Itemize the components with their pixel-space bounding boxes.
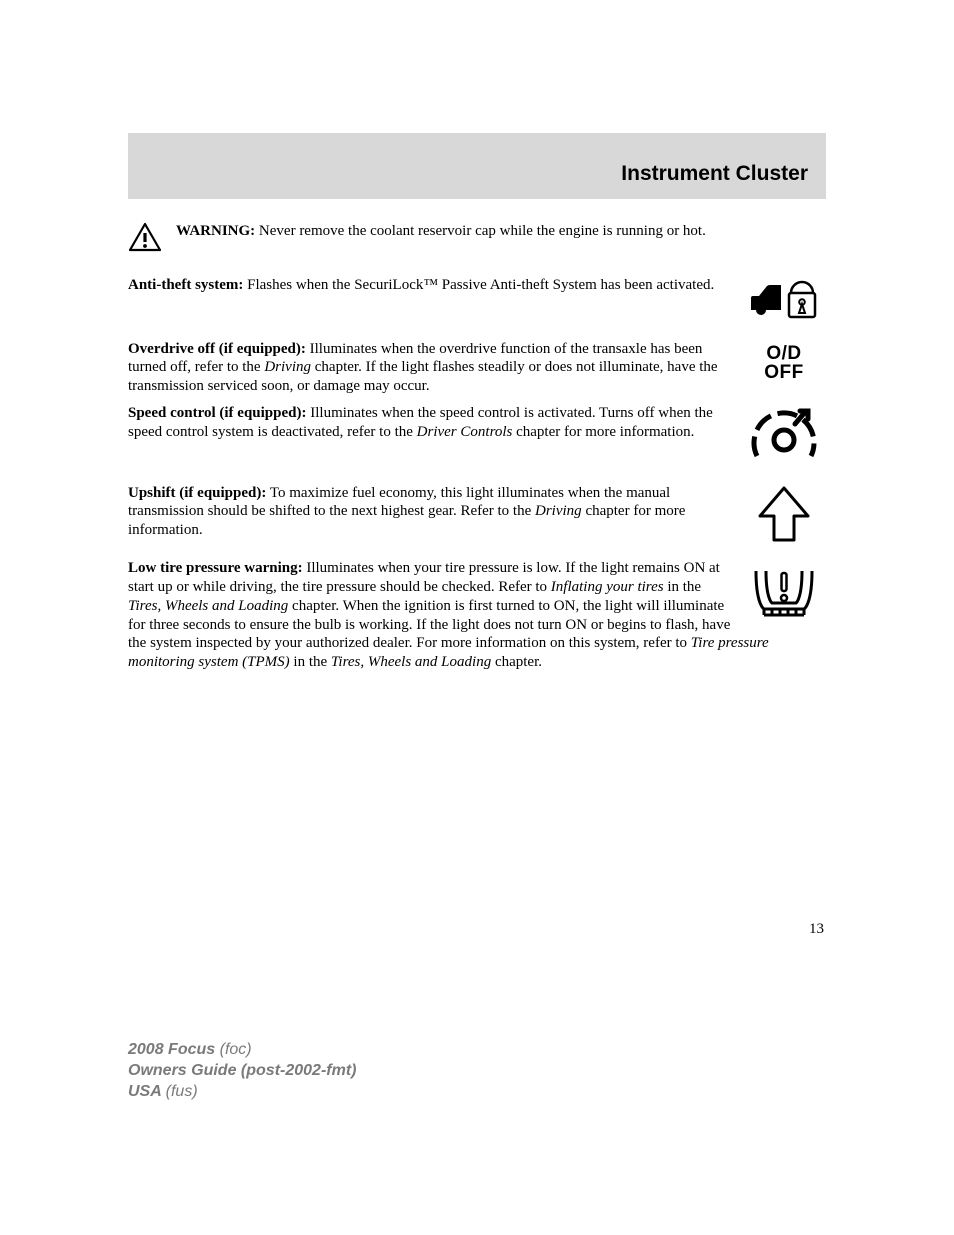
warning-text: WARNING: Never remove the coolant reserv… <box>176 222 826 258</box>
footer-block: 2008 Focus (foc) Owners Guide (post-2002… <box>128 1040 356 1102</box>
tpms-icon <box>734 559 826 629</box>
tpms-ref1: Inflating your tires <box>551 579 664 595</box>
warning-body: Never remove the coolant reservoir cap w… <box>259 223 706 239</box>
od-line1: O/D <box>742 344 826 363</box>
od-line2: OFF <box>742 363 826 382</box>
page-content: WARNING: Never remove the coolant reserv… <box>128 222 826 680</box>
footer-region: USA <box>128 1083 166 1100</box>
tpms-mid3: in the <box>290 654 331 670</box>
speed-tail: chapter for more information. <box>512 424 694 440</box>
section-header-band: Instrument Cluster <box>128 133 826 199</box>
warning-triangle-icon <box>128 222 162 258</box>
tpms-mid1: in the <box>664 579 702 595</box>
overdrive-off-icon: O/D OFF <box>734 340 826 382</box>
footer-line-2: Owners Guide (post-2002-fmt) <box>128 1061 356 1082</box>
tpms-ref2: Tires, Wheels and Loading <box>128 598 288 614</box>
warning-label: WARNING: <box>176 223 255 239</box>
antitheft-heading: Anti-theft system: <box>128 277 243 293</box>
upshift-arrow-icon <box>734 484 826 552</box>
footer-line-3: USA (fus) <box>128 1082 356 1103</box>
tpms-tail: chapter. <box>491 654 542 670</box>
tpms-ref4: Tires, Wheels and Loading <box>331 654 491 670</box>
footer-code1: (foc) <box>220 1041 252 1058</box>
footer-code3: (fus) <box>166 1083 198 1100</box>
entry-speed: Speed control (if equipped): Illuminates… <box>128 404 826 476</box>
section-title: Instrument Cluster <box>621 161 808 187</box>
speed-heading: Speed control (if equipped): <box>128 405 306 421</box>
page-number: 13 <box>809 920 824 939</box>
footer-model: 2008 Focus <box>128 1041 220 1058</box>
overdrive-heading: Overdrive off (if equipped): <box>128 341 306 357</box>
speed-control-icon <box>734 404 826 476</box>
entry-overdrive: O/D OFF Overdrive off (if equipped): Ill… <box>128 340 826 396</box>
warning-block: WARNING: Never remove the coolant reserv… <box>128 222 826 258</box>
upshift-heading: Upshift (if equipped): <box>128 485 266 501</box>
speed-ref: Driver Controls <box>417 424 513 440</box>
entry-antitheft: Anti-theft system: Flashes when the Secu… <box>128 276 826 332</box>
entry-upshift: Upshift (if equipped): To maximize fuel … <box>128 484 826 552</box>
entry-tpms: Low tire pressure warning: Illuminates w… <box>128 559 826 672</box>
footer-line-1: 2008 Focus (foc) <box>128 1040 356 1061</box>
antitheft-body: Flashes when the SecuriLock™ Passive Ant… <box>247 277 714 293</box>
overdrive-ref: Driving <box>264 359 311 375</box>
upshift-ref: Driving <box>535 503 582 519</box>
antitheft-icon <box>734 276 826 332</box>
tpms-heading: Low tire pressure warning: <box>128 560 303 576</box>
